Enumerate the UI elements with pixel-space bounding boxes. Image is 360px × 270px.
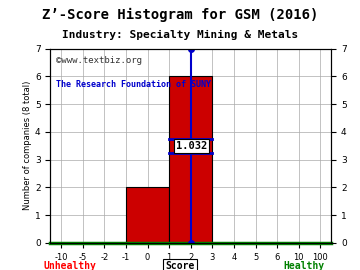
Bar: [126, 187, 169, 243]
Text: Industry: Specialty Mining & Metals: Industry: Specialty Mining & Metals: [62, 30, 298, 40]
Text: 1.032: 1.032: [176, 141, 207, 151]
Text: Unhealthy: Unhealthy: [43, 261, 96, 270]
Text: ©www.textbiz.org: ©www.textbiz.org: [56, 56, 142, 65]
Bar: [169, 76, 212, 243]
Text: The Research Foundation of SUNY: The Research Foundation of SUNY: [56, 80, 211, 89]
Text: Z’-Score Histogram for GSM (2016): Z’-Score Histogram for GSM (2016): [42, 8, 318, 22]
Text: Healthy: Healthy: [283, 261, 324, 270]
Y-axis label: Number of companies (8 total): Number of companies (8 total): [23, 81, 32, 211]
Text: Score: Score: [165, 261, 195, 270]
